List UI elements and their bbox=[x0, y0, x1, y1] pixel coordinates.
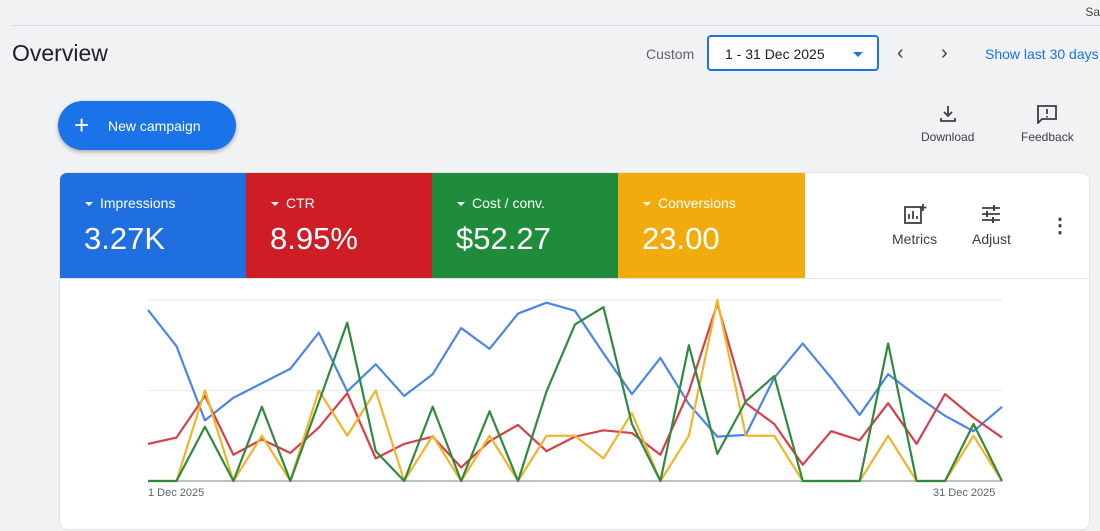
range-type-label: Custom bbox=[646, 46, 695, 62]
caret-down-icon bbox=[853, 52, 863, 57]
next-period-button[interactable]: › bbox=[941, 42, 948, 64]
metric-name: Conversions bbox=[643, 195, 736, 211]
adjust-label: Adjust bbox=[972, 231, 1011, 247]
page-title: Overview bbox=[12, 40, 108, 66]
performance-card: Impressions 3.27K CTR 8.95% Cost / conv. $5… bbox=[59, 172, 1090, 530]
adjust-button[interactable]: Adjust bbox=[972, 203, 1011, 247]
metrics-button[interactable]: Metrics bbox=[892, 203, 937, 247]
line-chart bbox=[147, 298, 1003, 483]
metric-ctr[interactable]: CTR 8.95% bbox=[246, 173, 432, 278]
metric-name: CTR bbox=[271, 195, 315, 211]
date-range-value: 1 - 31 Dec 2025 bbox=[725, 46, 825, 62]
metrics-label: Metrics bbox=[892, 231, 938, 247]
metric-name: Impressions bbox=[85, 195, 175, 211]
tune-icon bbox=[982, 205, 1001, 223]
metric-cost-per-conv[interactable]: Cost / conv. $52.27 bbox=[432, 173, 618, 278]
series-line-impressions bbox=[147, 301, 1003, 438]
date-range-select[interactable]: 1 - 31 Dec 2025 bbox=[707, 35, 879, 71]
metric-value: 23.00 bbox=[642, 221, 720, 256]
top-divider bbox=[12, 25, 1100, 26]
add-chart-icon bbox=[903, 204, 927, 224]
x-axis-start-label: 1 Dec 2025 bbox=[148, 487, 205, 499]
new-campaign-label: New campaign bbox=[108, 118, 201, 134]
metric-conversions[interactable]: Conversions 23.00 bbox=[618, 173, 805, 278]
metric-name: Cost / conv. bbox=[457, 195, 545, 211]
metric-value: $52.27 bbox=[456, 221, 551, 256]
feedback-icon bbox=[1037, 105, 1058, 124]
download-button[interactable]: Download bbox=[921, 104, 974, 144]
card-divider bbox=[60, 278, 1089, 279]
save-link[interactable]: Sav bbox=[1085, 5, 1100, 19]
plus-icon: + bbox=[74, 110, 90, 140]
more-options-icon[interactable]: ⋮ bbox=[1050, 215, 1070, 237]
download-label: Download bbox=[921, 130, 975, 144]
new-campaign-button[interactable]: + New campaign bbox=[58, 101, 236, 150]
download-icon bbox=[939, 106, 956, 122]
feedback-button[interactable]: Feedback bbox=[1021, 104, 1074, 144]
metric-value: 3.27K bbox=[84, 221, 166, 256]
previous-period-button[interactable]: ‹ bbox=[897, 42, 904, 64]
show-last-30-days-link[interactable]: Show last 30 days bbox=[985, 46, 1099, 62]
feedback-label: Feedback bbox=[1021, 130, 1074, 144]
x-axis-end-label: 31 Dec 2025 bbox=[933, 487, 996, 499]
metric-impressions[interactable]: Impressions 3.27K bbox=[60, 173, 246, 278]
metric-value: 8.95% bbox=[270, 221, 358, 256]
series-line-cost-conv- bbox=[148, 306, 1003, 483]
